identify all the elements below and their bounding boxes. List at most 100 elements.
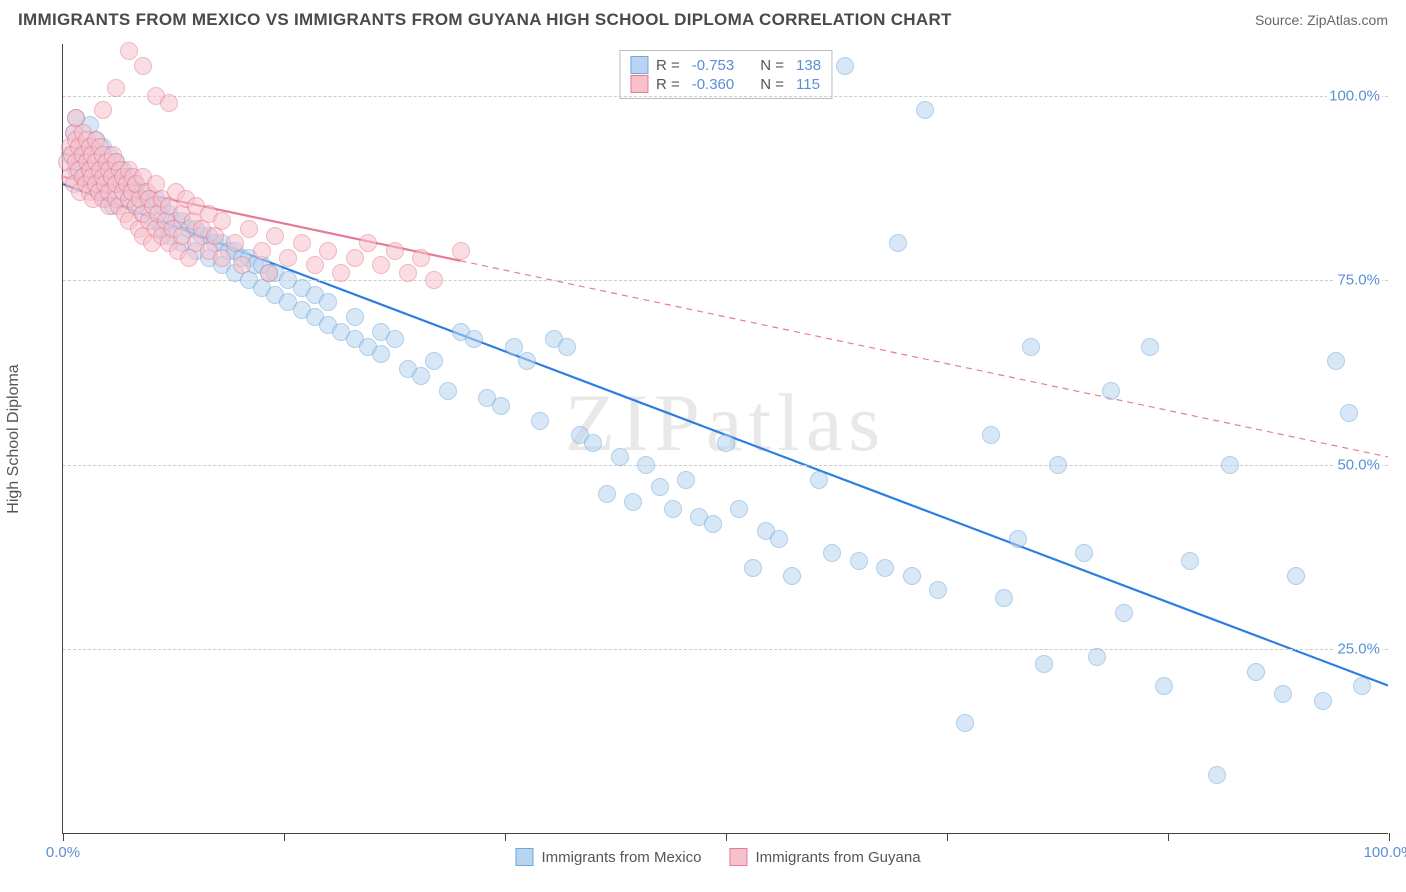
- scatter-point: [319, 293, 337, 311]
- legend-n-value: 115: [796, 76, 820, 93]
- x-tick: [1168, 833, 1169, 841]
- scatter-point: [823, 544, 841, 562]
- scatter-point: [651, 478, 669, 496]
- scatter-point: [1075, 544, 1093, 562]
- legend-stat-row: R = -0.753 N = 138: [630, 56, 821, 74]
- legend-n-label: N =: [760, 57, 784, 74]
- scatter-point: [1102, 382, 1120, 400]
- scatter-point: [584, 434, 602, 452]
- legend-swatch: [630, 75, 648, 93]
- scatter-point: [730, 500, 748, 518]
- y-axis-title: High School Diploma: [5, 364, 23, 513]
- scatter-point: [876, 559, 894, 577]
- legend-r-value: -0.360: [692, 76, 735, 93]
- scatter-point: [1314, 692, 1332, 710]
- scatter-point: [386, 242, 404, 260]
- scatter-point: [253, 242, 271, 260]
- legend-swatch: [630, 56, 648, 74]
- x-tick: [1389, 833, 1390, 841]
- legend-stats: R = -0.753 N = 138 R = -0.360 N = 115: [619, 50, 832, 99]
- legend-item: Immigrants from Mexico: [515, 848, 701, 866]
- scatter-point: [1022, 338, 1040, 356]
- scatter-point: [412, 367, 430, 385]
- x-tick-label: 100.0%: [1364, 844, 1406, 861]
- scatter-point: [266, 227, 284, 245]
- scatter-point: [160, 94, 178, 112]
- scatter-point: [293, 234, 311, 252]
- x-tick-label: 0.0%: [46, 844, 80, 861]
- scatter-point: [386, 330, 404, 348]
- scatter-point: [505, 338, 523, 356]
- scatter-point: [995, 589, 1013, 607]
- scatter-point: [260, 264, 278, 282]
- scatter-point: [598, 485, 616, 503]
- scatter-point: [332, 264, 350, 282]
- scatter-point: [226, 234, 244, 252]
- x-tick: [505, 833, 506, 841]
- scatter-point: [744, 559, 762, 577]
- scatter-point: [213, 212, 231, 230]
- scatter-point: [399, 264, 417, 282]
- scatter-point: [783, 567, 801, 585]
- scatter-point: [1049, 456, 1067, 474]
- legend-r-value: -0.753: [692, 57, 735, 74]
- scatter-point: [558, 338, 576, 356]
- scatter-point: [120, 42, 138, 60]
- scatter-point: [346, 308, 364, 326]
- scatter-point: [1340, 404, 1358, 422]
- scatter-point: [956, 714, 974, 732]
- scatter-point: [107, 79, 125, 97]
- scatter-point: [452, 242, 470, 260]
- y-tick-label: 75.0%: [1335, 272, 1382, 289]
- scatter-point: [134, 57, 152, 75]
- scatter-point: [372, 345, 390, 363]
- scatter-point: [704, 515, 722, 533]
- scatter-point: [306, 256, 324, 274]
- gridline: [63, 649, 1388, 650]
- scatter-point: [1155, 677, 1173, 695]
- scatter-point: [1221, 456, 1239, 474]
- legend-label: Immigrants from Guyana: [755, 849, 920, 866]
- scatter-point: [836, 57, 854, 75]
- scatter-point: [465, 330, 483, 348]
- legend-swatch: [729, 848, 747, 866]
- scatter-point: [889, 234, 907, 252]
- scatter-point: [492, 397, 510, 415]
- legend-series: Immigrants from Mexico Immigrants from Gu…: [515, 848, 920, 866]
- scatter-point: [1088, 648, 1106, 666]
- legend-r-label: R =: [656, 76, 680, 93]
- legend-swatch: [515, 848, 533, 866]
- scatter-point: [982, 426, 1000, 444]
- legend-r-label: R =: [656, 57, 680, 74]
- scatter-point: [346, 249, 364, 267]
- x-tick: [284, 833, 285, 841]
- scatter-point: [412, 249, 430, 267]
- scatter-point: [240, 220, 258, 238]
- scatter-point: [637, 456, 655, 474]
- scatter-point: [1274, 685, 1292, 703]
- scatter-point: [677, 471, 695, 489]
- source-label: Source: ZipAtlas.com: [1255, 12, 1388, 28]
- scatter-point: [1208, 766, 1226, 784]
- y-tick-label: 50.0%: [1335, 456, 1382, 473]
- x-tick: [726, 833, 727, 841]
- legend-label: Immigrants from Mexico: [541, 849, 701, 866]
- scatter-point: [1181, 552, 1199, 570]
- scatter-point: [213, 249, 231, 267]
- gridline: [63, 465, 1388, 466]
- scatter-point: [1035, 655, 1053, 673]
- gridline: [63, 96, 1388, 97]
- scatter-point: [439, 382, 457, 400]
- scatter-point: [1009, 530, 1027, 548]
- y-tick-label: 25.0%: [1335, 641, 1382, 658]
- trendline-extrapolated: [461, 261, 1389, 457]
- scatter-point: [233, 256, 251, 274]
- scatter-point: [770, 530, 788, 548]
- scatter-point: [425, 352, 443, 370]
- scatter-point: [611, 448, 629, 466]
- plot-area: High School Diploma ZIPatlas R = -0.753 …: [48, 44, 1388, 834]
- scatter-point: [1353, 677, 1371, 695]
- scatter-point: [1141, 338, 1159, 356]
- scatter-point: [518, 352, 536, 370]
- x-tick: [947, 833, 948, 841]
